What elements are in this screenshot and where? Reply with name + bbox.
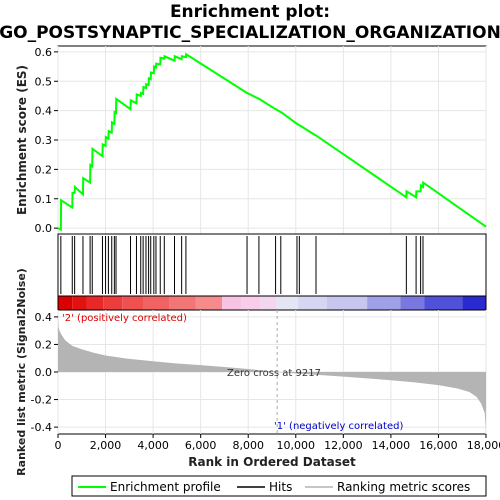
positive-correlation-label: '2' (positively correlated) (62, 313, 187, 324)
es-y-tick-label: 0.1 (35, 193, 53, 206)
x-tick-label: 18,000 (467, 439, 500, 452)
color-bar-segment (87, 296, 104, 310)
color-bar-segment (170, 296, 196, 310)
legend-hits-label: Hits (269, 480, 292, 494)
hits-panel (58, 234, 486, 296)
metric-y-tick-label: -0.2 (31, 394, 52, 407)
es-y-tick-label: 0.4 (35, 105, 53, 118)
color-bar-segment (277, 296, 298, 310)
color-bar-segment (103, 296, 122, 310)
es-y-tick-label: 0.2 (35, 163, 53, 176)
metric-y-tick-label: -0.4 (31, 421, 52, 434)
legend-ranking-label: Ranking metric scores (337, 480, 470, 494)
x-tick-label: 12,000 (324, 439, 363, 452)
rank-color-bar (58, 296, 486, 310)
color-bar-segment (241, 296, 260, 310)
x-tick-label: 4,000 (137, 439, 169, 452)
legend-enrichment-label: Enrichment profile (110, 480, 221, 494)
color-bar-segment (260, 296, 277, 310)
color-bar-segment (424, 296, 462, 310)
es-y-tick-label: 0.6 (35, 46, 53, 59)
x-tick-label: 6,000 (185, 439, 217, 452)
es-y-tick-label: 0.3 (35, 134, 53, 147)
chart-title-line2: GO_POSTSYNAPTIC_SPECIALIZATION_ORGANIZAT… (0, 23, 500, 43)
metric-y-tick-label: 0.2 (35, 338, 53, 351)
metric-y-tick-label: 0.0 (35, 366, 53, 379)
color-bar-segment (327, 296, 367, 310)
x-tick-label: 2,000 (90, 439, 122, 452)
color-bar-segment (72, 296, 86, 310)
x-tick-label: 8,000 (232, 439, 264, 452)
color-bar-segment (298, 296, 327, 310)
x-axis-ticks: 0 2,000 4,000 6,000 8,000 10,000 12,000 14,000 1… (55, 434, 500, 452)
x-tick-label: 10,000 (277, 439, 316, 452)
es-y-ticks: 0.0 0.1 0.2 0.3 0.4 0.5 0.6 (35, 46, 59, 235)
es-y-tick-label: 0.5 (35, 75, 53, 88)
color-bar-segment (367, 296, 400, 310)
x-axis-label: Rank in Ordered Dataset (188, 455, 356, 469)
color-bar-segment (222, 296, 241, 310)
negative-correlation-label: '1' (negatively correlated) (274, 421, 403, 432)
zero-cross-label: Zero cross at 9217 (227, 368, 321, 379)
chart-title-line1: Enrichment plot: (170, 2, 330, 22)
metric-y-ticks: -0.4 -0.2 0.0 0.2 0.4 (31, 311, 58, 434)
color-bar-segment (400, 296, 424, 310)
es-y-tick-label: 0.0 (35, 222, 53, 235)
color-bar-segment (196, 296, 222, 310)
color-bar-segment (58, 296, 72, 310)
x-tick-label: 14,000 (372, 439, 411, 452)
metric-axis-label: Ranked list metric (Signal2Noise) (15, 268, 28, 476)
metric-y-tick-label: 0.4 (35, 311, 53, 324)
x-tick-label: 16,000 (419, 439, 458, 452)
color-bar-segment (462, 296, 486, 310)
color-bar-segment (144, 296, 170, 310)
es-axis-label: Enrichment score (ES) (15, 65, 29, 215)
x-tick-label: 0 (55, 439, 62, 452)
color-bar-segment (122, 296, 143, 310)
